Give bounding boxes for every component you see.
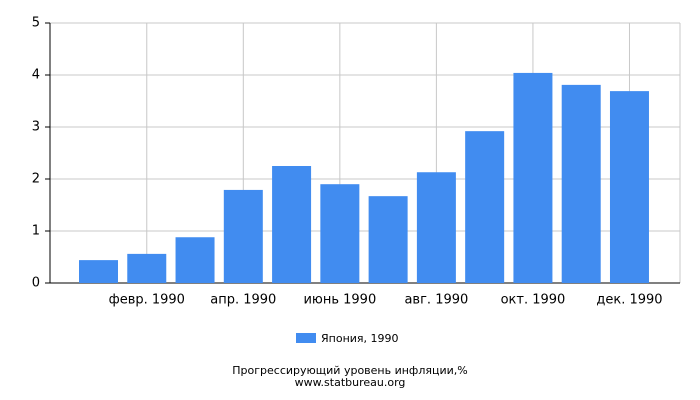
y-tick-label: 5 — [32, 16, 40, 31]
bar — [416, 172, 456, 283]
legend-swatch — [296, 333, 316, 343]
x-tick-label: дек. 1990 — [596, 293, 662, 308]
bar — [465, 131, 505, 283]
y-tick-label: 1 — [32, 224, 40, 239]
x-tick-label: авг. 1990 — [404, 293, 468, 308]
y-tick-label: 2 — [32, 172, 40, 187]
chart-title: Прогрессирующий уровень инфляции,% — [232, 364, 467, 377]
bar — [127, 253, 167, 283]
bar — [272, 166, 312, 283]
x-tick-label: февр. 1990 — [109, 293, 185, 308]
x-tick-label: апр. 1990 — [210, 293, 276, 308]
bar — [513, 72, 553, 283]
y-tick-label: 3 — [32, 120, 40, 135]
bar — [609, 91, 649, 284]
y-tick-label: 4 — [32, 68, 40, 83]
bar — [175, 237, 215, 283]
x-tick-label: июнь 1990 — [303, 293, 376, 308]
source: www.statbureau.org — [295, 376, 406, 389]
y-tick-label: 0 — [32, 276, 40, 291]
legend-label: Япония, 1990 — [321, 332, 399, 345]
x-tick-label: окт. 1990 — [501, 293, 566, 308]
bar — [561, 84, 601, 283]
bar — [368, 196, 408, 283]
bar — [320, 184, 360, 283]
bar — [79, 260, 118, 283]
bar — [223, 189, 263, 283]
